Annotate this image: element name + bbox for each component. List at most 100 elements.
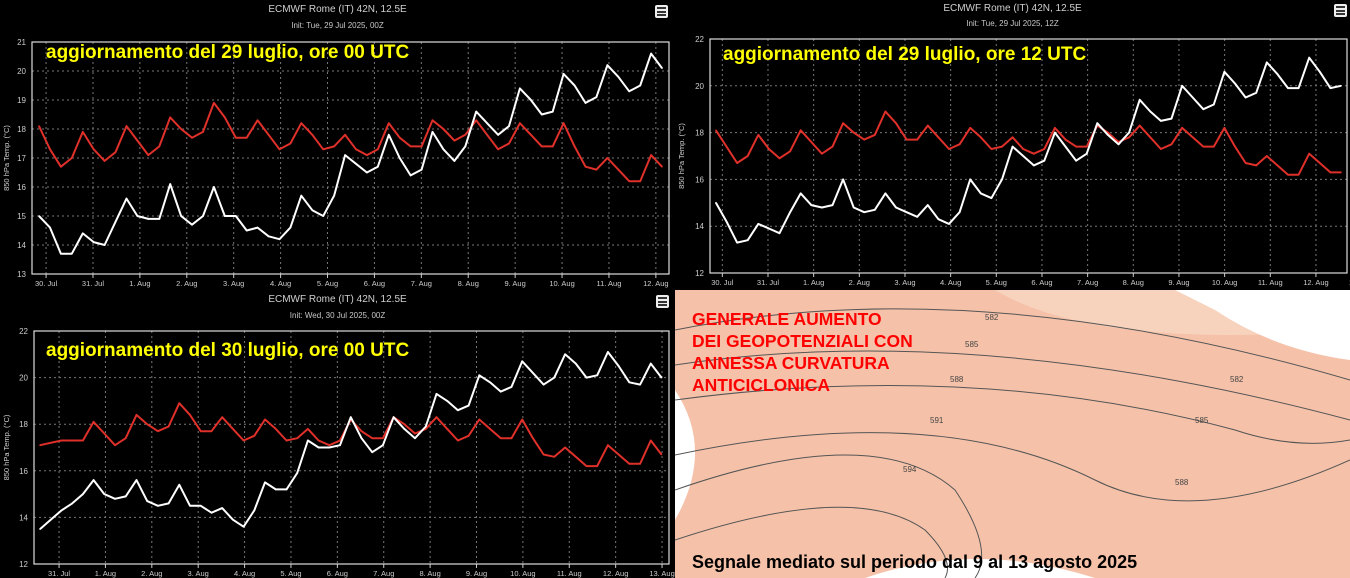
data-point-reference [322, 148, 325, 151]
x-tick-label: 10. Aug [1212, 278, 1237, 287]
series-line-forecast [38, 52, 663, 255]
data-point-reference [92, 148, 95, 151]
data-point-reference [435, 416, 438, 419]
data-point-forecast [60, 252, 62, 255]
data-point-reference [617, 168, 620, 171]
chart-svg: 13 14 15 16 17 18 19 20 21 30. Jul 31. Jul 1. Aug 2.… [2, 38, 670, 288]
data-point-forecast [446, 400, 448, 402]
data-point-reference [1244, 162, 1247, 164]
chart-menu-button[interactable] [1334, 4, 1347, 17]
data-point-reference [467, 435, 470, 437]
data-point-reference [158, 145, 161, 148]
data-point-forecast [442, 148, 445, 151]
chart-title: ECMWF Rome (IT) 42N, 12.5E [943, 3, 1082, 14]
data-point-forecast [371, 451, 373, 453]
x-tick-label: 2. Aug [849, 278, 870, 287]
x-tick-label: 13. Aug [649, 569, 674, 578]
data-point-reference [213, 102, 215, 104]
chart-menu-button[interactable] [655, 5, 668, 18]
data-point-reference [387, 122, 390, 124]
data-point-reference [360, 430, 363, 432]
data-point-forecast [863, 211, 866, 213]
data-point-forecast [256, 226, 259, 229]
data-point-forecast [649, 362, 652, 365]
chart-menu-button[interactable] [656, 295, 669, 308]
data-point-reference [234, 136, 237, 139]
data-point-forecast [199, 504, 202, 507]
data-point-reference [71, 157, 73, 159]
data-point-forecast [1032, 164, 1035, 167]
data-point-forecast [617, 76, 620, 78]
data-point-reference [1128, 136, 1130, 139]
x-tick-label: 2. Aug [176, 279, 197, 288]
contour-label: 585 [965, 340, 979, 349]
data-point-forecast [736, 241, 738, 244]
data-point-forecast [789, 211, 791, 213]
data-point-forecast [39, 528, 41, 530]
data-point-reference [103, 432, 106, 435]
data-point-forecast [768, 227, 770, 230]
data-point-forecast [1255, 92, 1258, 94]
data-point-forecast [349, 416, 352, 419]
data-point-reference [595, 168, 598, 171]
y-axis-label: 850 hPa Temp. (°C) [2, 414, 11, 480]
x-tick-label: 1. Aug [129, 279, 150, 288]
data-point-forecast [82, 493, 84, 495]
data-point-forecast [1244, 96, 1247, 99]
data-point-forecast [650, 52, 652, 55]
data-point-reference [39, 444, 41, 446]
data-point-forecast [49, 226, 51, 229]
data-point-reference [831, 145, 834, 148]
y-tick-label: 18 [17, 125, 26, 134]
data-point-forecast [1308, 56, 1310, 59]
data-point-forecast [264, 481, 266, 484]
data-point-reference [1266, 155, 1268, 157]
data-point-forecast [595, 96, 598, 98]
data-point-reference [884, 110, 887, 113]
y-tick-label: 20 [19, 374, 28, 383]
data-point-reference [189, 414, 191, 416]
data-point-reference [661, 165, 663, 168]
data-point-forecast [409, 174, 412, 177]
data-point-forecast [414, 437, 416, 439]
data-point-forecast [1064, 145, 1067, 148]
data-point-forecast [510, 386, 513, 388]
data-point-reference [232, 428, 234, 430]
data-point-reference [979, 136, 982, 139]
data-point-reference [60, 165, 62, 168]
chart-panel-30jul-00z: ECMWF Rome (IT) 42N, 12.5E Init: Wed, 30… [0, 288, 675, 578]
data-point-forecast [639, 383, 641, 386]
map-headline: GENERALE AUMENTO DEI GEOPOTENZIALI CON A… [692, 308, 913, 396]
data-point-forecast [178, 483, 181, 486]
data-point-forecast [562, 73, 565, 75]
data-point-reference [562, 122, 565, 124]
data-point-forecast [1149, 110, 1152, 113]
data-point-reference [82, 439, 84, 442]
data-point-reference [146, 423, 148, 425]
data-point-forecast [81, 232, 84, 235]
data-point-forecast [464, 145, 467, 148]
data-point-reference [1191, 136, 1194, 139]
data-point-forecast [114, 221, 117, 223]
data-point-forecast [715, 202, 717, 204]
x-tick-label: 9. Aug [505, 279, 526, 288]
data-point-reference [414, 432, 416, 435]
data-point-forecast [420, 168, 423, 171]
data-point-forecast [146, 500, 148, 502]
data-point-reference [1329, 171, 1332, 174]
data-point-forecast [799, 192, 802, 195]
data-point-reference [1001, 145, 1003, 148]
data-point-reference [420, 145, 423, 148]
series-line-forecast [39, 351, 663, 530]
data-point-forecast [1266, 61, 1268, 64]
y-tick-label: 13 [17, 270, 26, 279]
data-point-forecast [71, 252, 73, 255]
data-point-reference [328, 444, 331, 446]
data-point-reference [245, 136, 248, 139]
data-point-reference [124, 437, 127, 439]
map-footer: Segnale mediato sul periodo dal 9 al 13 … [692, 552, 1138, 572]
data-point-reference [431, 119, 434, 122]
data-point-forecast [884, 192, 887, 195]
data-point-forecast [521, 360, 523, 363]
data-point-reference [307, 428, 309, 430]
